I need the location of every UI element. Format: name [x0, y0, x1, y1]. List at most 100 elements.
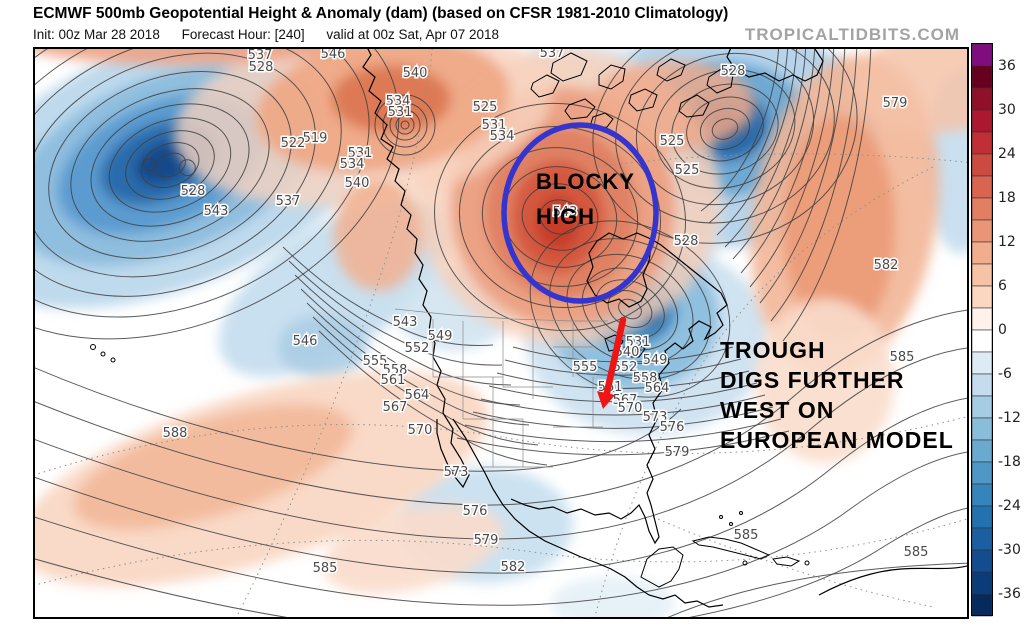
- colorbar-segment: [971, 65, 993, 89]
- colorbar-tick-label: -30: [998, 542, 1021, 558]
- colorbar-segment: [971, 219, 993, 243]
- colorbar-segment: [971, 329, 993, 353]
- colorbar-tick-label: 6: [998, 278, 1007, 294]
- colorbar-segment: [971, 373, 993, 397]
- coastlines: [90, 42, 972, 608]
- colorbar-segment: [971, 285, 993, 309]
- model-run-info: Init: 00z Mar 28 2018 Forecast Hour: [24…: [33, 27, 517, 42]
- contour-label: 540: [403, 66, 428, 81]
- contour-label: 537: [248, 48, 273, 63]
- colorbar-segment: [971, 417, 993, 441]
- colorbar-segment: [971, 307, 993, 331]
- colorbar-segment: [971, 263, 993, 287]
- contour-label: 543: [393, 315, 418, 330]
- contour-label: 525: [473, 100, 498, 115]
- trough-label-line1: TROUGH: [720, 337, 826, 363]
- contour-label: 576: [463, 504, 488, 519]
- trough-label-line2: DIGS FURTHER: [720, 367, 905, 393]
- contour-label: 531: [348, 146, 373, 161]
- colorbar-segments: [971, 43, 993, 617]
- contour-label: 585: [890, 350, 915, 365]
- colorbar-segment: [971, 593, 993, 617]
- contour-label: 522: [281, 136, 306, 151]
- colorbar-tick-label: -24: [998, 498, 1021, 514]
- contour-label: 552: [405, 341, 430, 356]
- blocky-high-label-line1: BLOCKY: [536, 169, 635, 194]
- colorbar-segment: [971, 43, 993, 67]
- colorbar-tick-labels: 36 30 24 18 12 6 0 -6 -12 -18 -24 -30 -36: [998, 58, 1021, 602]
- colorbar-segment: [971, 109, 993, 133]
- colorbar-segment: [971, 395, 993, 419]
- colorbar-segment: [971, 549, 993, 573]
- contour-label: 579: [474, 533, 499, 548]
- contour-label: 519: [303, 131, 328, 146]
- contour-label: 570: [618, 401, 643, 416]
- contour-label: 528: [721, 64, 746, 79]
- contour-label: 585: [313, 561, 338, 576]
- contour-label: 534: [340, 157, 365, 172]
- contour-label: 528: [181, 184, 206, 199]
- colorbar-segment: [971, 483, 993, 507]
- colorbar-tick-label: 12: [998, 234, 1016, 250]
- colorbar-frame: [971, 43, 993, 616]
- trough-label-line4: EUROPEAN MODEL: [720, 427, 954, 453]
- contour-label: 555: [573, 360, 598, 375]
- colorbar-tick-label: 24: [998, 146, 1016, 162]
- contour-label: 561: [381, 373, 406, 388]
- contour-label: 549: [428, 329, 453, 344]
- contour-label: 573: [444, 465, 469, 480]
- page-title: ECMWF 500mb Geopotential Height & Anomal…: [33, 5, 729, 22]
- contour-label: 531: [482, 118, 507, 133]
- tropicaltidbits-watermark: TROPICALTIDBITS.COM: [744, 25, 960, 44]
- contour-label: 546: [321, 47, 346, 62]
- colorbar-segment: [971, 131, 993, 155]
- colorbar-segment: [971, 197, 993, 221]
- contour-label: 579: [883, 96, 908, 111]
- contour-label: 543: [553, 205, 578, 220]
- colorbar-segment: [971, 505, 993, 529]
- contour-label: 534: [490, 129, 515, 144]
- colorbar-tick-label: -12: [998, 410, 1021, 426]
- colorbar-tick-label: 30: [998, 102, 1016, 118]
- contour-label: 570: [408, 423, 433, 438]
- init-time: Init: 00z Mar 28 2018: [33, 27, 160, 42]
- colorbar-segment: [971, 527, 993, 551]
- contour-label: 582: [501, 560, 526, 575]
- contour-label: 567: [383, 400, 408, 415]
- colorbar-segment: [971, 439, 993, 463]
- colorbar-tick-label: 36: [998, 58, 1016, 74]
- contour-label: 576: [660, 420, 685, 435]
- contour-label: 564: [405, 388, 430, 403]
- contour-label: 579: [665, 445, 690, 460]
- contour-label: 528: [249, 60, 274, 75]
- contour-label: 558: [633, 371, 658, 386]
- colorbar-svg: 36 30 24 18 12 6 0 -6 -12 -18 -24 -30 -36: [971, 43, 1021, 617]
- forecaster-annotations: BLOCKY HIGH TROUGH DIGS FURTHER WEST ON …: [501, 122, 954, 453]
- colorbar-tick-label: -36: [998, 586, 1021, 602]
- contour-label: 582: [874, 258, 899, 273]
- contour-labels: 5375285465195225285435375315345405375405…: [161, 45, 930, 578]
- blocky-high-label-line2: HIGH: [536, 204, 595, 229]
- contour-label: 537: [540, 47, 565, 61]
- contour-label: 531: [388, 105, 413, 120]
- contour-label: 573: [643, 410, 668, 425]
- colorbar-tick-label: -18: [998, 454, 1021, 470]
- colorbar-tick-label: 0: [998, 322, 1007, 338]
- colorbar-segment: [971, 351, 993, 375]
- contour-label: 534: [386, 94, 411, 109]
- contour-label: 540: [345, 176, 370, 191]
- contour-label: 528: [674, 234, 699, 249]
- valid-time: valid at 00z Sat, Apr 07 2018: [326, 27, 500, 42]
- trough-arrow: [597, 316, 627, 409]
- contour-label: 537: [276, 194, 301, 209]
- contour-label: 525: [660, 134, 685, 149]
- anomaly-colorbar: 36 30 24 18 12 6 0 -6 -12 -18 -24 -30 -36: [971, 43, 1024, 621]
- blocky-high-circle: [501, 122, 659, 304]
- contour-label: 564: [645, 381, 670, 396]
- contour-label: 525: [675, 163, 700, 178]
- contour-label: 531: [626, 335, 651, 350]
- forecast-hour: Forecast Hour: [240]: [181, 27, 305, 42]
